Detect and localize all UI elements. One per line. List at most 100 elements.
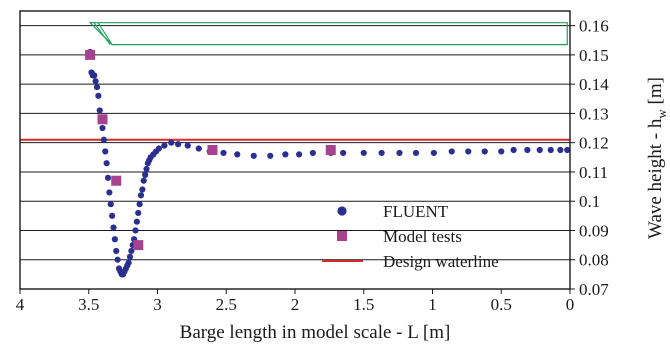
y-axis-ticks: 0.07 0.08 0.09 0.1 0.11 0.12 0.13 0.14 0.15 0.16: [570, 17, 609, 299]
y-tick-label-6: 0.13: [579, 104, 609, 123]
barge-bow-line-0: [93, 22, 111, 45]
fluent-point: [106, 189, 113, 196]
fluent-point: [250, 152, 257, 159]
fluent-point: [220, 149, 227, 157]
fluent-point: [102, 148, 109, 155]
fluent-point: [360, 149, 367, 157]
fluent-point: [128, 247, 135, 255]
fluent-point: [113, 247, 120, 255]
fluent-point: [91, 72, 98, 79]
fluent-point: [234, 151, 241, 158]
y-axis-label: Wave height - hw [m]: [645, 77, 669, 239]
x-axis-ticks: 4 3.5 3 2.5 2 1.5 1 0.5 0: [16, 289, 575, 314]
plot-frame: [19, 10, 571, 290]
legend-design-waterline-label: Design waterline: [383, 252, 499, 271]
fluent-point: [132, 227, 139, 234]
y-axis-label-subscript: w: [654, 109, 669, 119]
fluent-point: [282, 151, 289, 158]
model-test-point: [111, 175, 122, 186]
y-axis-label-main: Wave height - h: [645, 118, 666, 239]
x-tick-label-3: 2.5: [216, 295, 237, 314]
fluent-point: [107, 201, 114, 208]
y-tick-label-5: 0.12: [579, 134, 609, 153]
fluent-point: [412, 149, 420, 157]
fluent-point: [135, 209, 142, 217]
fluent-point: [168, 139, 175, 146]
x-tick-label-8: 0: [566, 295, 575, 314]
fluent-point: [184, 142, 191, 149]
fluent-point: [109, 212, 116, 219]
x-tick-label-4: 2: [291, 295, 300, 314]
fluent-point: [557, 146, 564, 154]
legend-model-tests-marker: [337, 231, 347, 241]
fluent-point: [111, 236, 118, 243]
fluent-point: [92, 78, 99, 85]
fluent-point: [95, 92, 102, 99]
legend: FLUENT Model tests Design waterline: [322, 202, 499, 271]
fluent-point: [125, 259, 132, 266]
fluent-point: [99, 124, 106, 132]
grid-lines: [20, 25, 570, 261]
x-tick-label-0: 4: [16, 295, 25, 314]
fluent-point: [564, 146, 571, 154]
y-tick-label-9: 0.16: [579, 17, 609, 36]
fluent-point: [267, 152, 274, 159]
y-tick-label-8: 0.15: [579, 46, 609, 65]
fluent-point: [114, 256, 121, 263]
fluent-point: [93, 83, 101, 91]
barge-bow-line-1: [97, 22, 113, 45]
x-tick-label-2: 3: [153, 295, 162, 314]
fluent-point: [155, 145, 162, 152]
model-test-point: [325, 145, 336, 155]
fluent-point: [103, 160, 110, 167]
fluent-point: [140, 177, 147, 184]
fluent-point: [136, 201, 143, 208]
legend-fluent-marker: [337, 206, 347, 216]
y-axis-label-unit: [m]: [645, 77, 666, 109]
fluent-point: [547, 146, 554, 154]
x-tick-label-6: 1: [428, 295, 437, 314]
fluent-point: [139, 186, 146, 193]
fluent-point: [175, 141, 182, 148]
model-test-point: [133, 240, 144, 251]
model-test-point: [207, 145, 218, 155]
fluent-point: [296, 151, 303, 158]
fluent-series: [87, 48, 571, 278]
fluent-point: [104, 174, 112, 181]
fluent-point: [536, 146, 543, 154]
barge-outline: [88, 22, 568, 46]
fluent-point: [524, 146, 531, 154]
x-tick-label-1: 3.5: [78, 295, 99, 314]
model-test-point: [97, 114, 108, 125]
fluent-point: [510, 146, 517, 154]
x-tick-label-5: 1.5: [353, 295, 374, 314]
y-tick-label-4: 0.11: [579, 163, 608, 182]
fluent-point: [396, 149, 403, 157]
fluent-point: [142, 171, 149, 178]
fluent-point: [378, 149, 385, 157]
fluent-point: [143, 165, 150, 173]
model-test-point: [85, 49, 96, 60]
y-tick-label-2: 0.09: [579, 221, 609, 240]
x-tick-label-7: 0.5: [491, 295, 512, 314]
fluent-point: [309, 149, 316, 157]
fluent-point: [126, 253, 134, 260]
fluent-point: [465, 148, 472, 155]
fluent-point: [340, 149, 347, 157]
fluent-point: [161, 142, 168, 149]
y-tick-label-0: 0.07: [579, 280, 609, 299]
fluent-point: [137, 192, 145, 199]
fluent-point: [195, 145, 202, 152]
fluent-point: [498, 148, 505, 155]
fluent-point: [100, 136, 107, 143]
fluent-point: [481, 148, 488, 155]
legend-fluent-label: FLUENT: [383, 202, 449, 221]
fluent-point: [96, 107, 103, 114]
x-axis-label: Barge length in model scale - L [m]: [180, 322, 451, 343]
fluent-point: [448, 148, 455, 155]
legend-model-tests-label: Model tests: [383, 227, 462, 246]
fluent-point: [110, 224, 117, 231]
fluent-point: [430, 149, 437, 157]
y-tick-label-3: 0.1: [579, 192, 600, 211]
